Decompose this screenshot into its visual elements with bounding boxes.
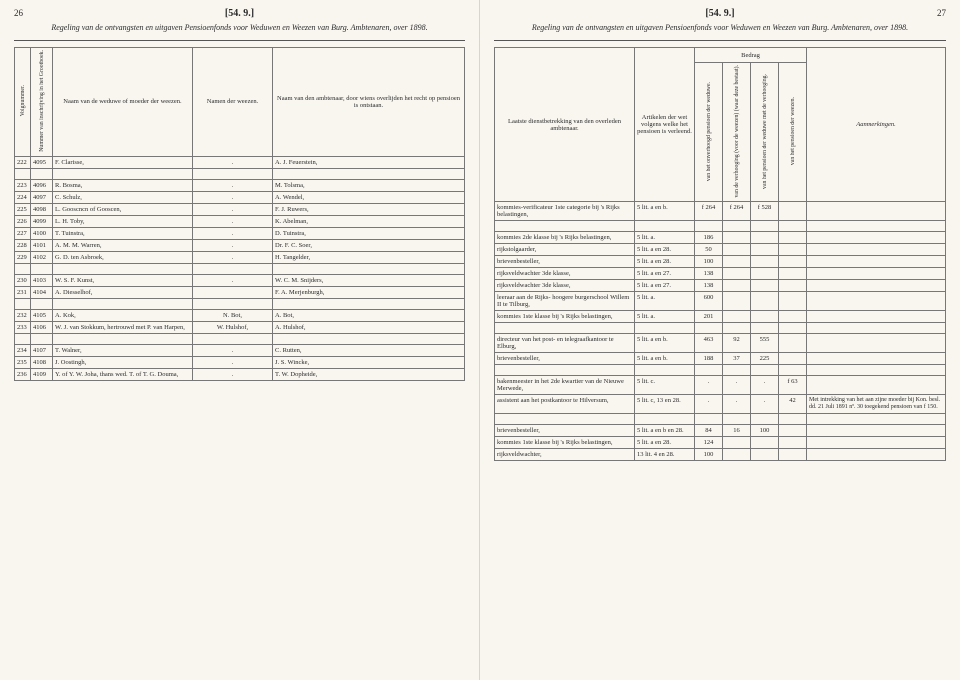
table-row: kommies 1ste klasse bij 's Rijks belasti… [495,437,946,449]
doc-number-right: [54. 9.] [494,8,946,19]
col-bedrag2: van de verhooging (voor de weezen) (waar… [734,65,740,197]
table-row: kommies 2de klasse bij 's Rijks belastin… [495,232,946,244]
table-row: kommies-verificateur 1ste categorie bij … [495,202,946,221]
table-row: rijksveldwachter 3de klasse,5 lit. a en … [495,268,946,280]
col-grootboek: Nummer van inschrijving in het Grootboek… [39,50,45,152]
col-ambtenaar: Naam van den ambtenaar, door wiens overl… [273,48,465,157]
register-table-right: Laatste dienstbetrekking van den overled… [494,47,946,461]
table-row: 2264099L. H. Toby,.K. Abelman, [15,215,465,227]
table-row: 2324105A. Kok,N. Bot,A. Bot, [15,309,465,321]
table-row: bakenmeester in het 2de kwartier van de … [495,376,946,395]
register-table-left: Volgnummer. Nummer van inschrijving in h… [14,47,465,381]
table-row: assistent aan het postkantoor te Hilvers… [495,395,946,414]
table-row: brievenbesteller,5 lit. a en 28.100 [495,256,946,268]
table-row: directeur van het post- en telegraafkant… [495,334,946,353]
table-row: 2284101A. M. M. Warren,.Dr. F. C. Soer, [15,239,465,251]
col-dienst: Laatste dienstbetrekking van den overled… [495,48,635,202]
table-row: 2304103W. S. F. Kunst,.W. C. M. Snijders… [15,274,465,286]
col-bedrag3: van het pensioen der weduwe met de verho… [762,74,768,189]
table-row: 2254098L. Gooscncn of Gooscen,.F. J. Ruw… [15,203,465,215]
table-row: 2334106W. J. van Stokkum, hertrouwd met … [15,321,465,333]
table-row: 2354108J. Oostingh,.J. S. Wincke, [15,356,465,368]
table-row: rijksveldwachter 3de klasse,5 lit. a en … [495,280,946,292]
table-row: 2314104A. Diesselhof,F. A. Merjenburgh, [15,286,465,298]
rule [494,40,946,41]
table-row: rijkstolgaarder,5 lit. a en 28.50 [495,244,946,256]
col-volgnummer: Volgnummer. [20,85,26,116]
table-row: kommies 1ste klasse bij 's Rijks belasti… [495,311,946,323]
table-row: 2244097C. Schulz,.A. Wendel, [15,191,465,203]
col-aanmerkingen: Aanmerkingen. [807,48,946,202]
table-row: 2344107T. Walner,.C. Rutten, [15,344,465,356]
left-page: 26 [54. 9.] Regeling van de ontvangsten … [0,0,480,680]
col-bedrag1: van het onverhoogd pensioen der weduwe. [706,82,712,181]
page-number-right: 27 [937,8,946,18]
table-row: 2294102G. D. ten Asbroek,.H. Tangelder, [15,251,465,263]
table-row: brievenbesteller,5 lit. a en b.18837225 [495,353,946,365]
col-weezen: Namen der weezen. [193,48,273,157]
doc-number-left: [54. 9.] [14,8,465,19]
table-row: leeraar aan de Rijks- hoogere burgerscho… [495,292,946,311]
table-row: brievenbesteller,5 lit. a en b en 28.841… [495,425,946,437]
col-bedrag4: van het pensioen der weezen. [790,97,796,165]
table-row: 2224095F. Clarisse,.A. J. Feuerstein, [15,156,465,168]
doc-title-left: Regeling van de ontvangsten en uitgaven … [14,23,465,32]
table-row: rijksveldwachter,13 lit. 4 en 28.100 [495,449,946,461]
rule [14,40,465,41]
table-row: 2234096R. Bosma,.M. Tolsma, [15,179,465,191]
col-weduwe: Naam van de weduwe of moeder der weezen. [53,48,193,157]
col-artikelen: Artikelen der wet volgens welke het pens… [635,48,695,202]
right-page: 27 [54. 9.] Regeling van de ontvangsten … [480,0,960,680]
table-row: 2364109Y. of Y. W. Joha, thans wed. T. o… [15,368,465,380]
doc-title-right: Regeling van de ontvangsten en uitgaven … [494,23,946,32]
table-row: 2274100T. Tuinstra,.D. Tuinstra, [15,227,465,239]
col-bedrag: Bedrag [695,48,807,63]
page-number-left: 26 [14,8,23,18]
